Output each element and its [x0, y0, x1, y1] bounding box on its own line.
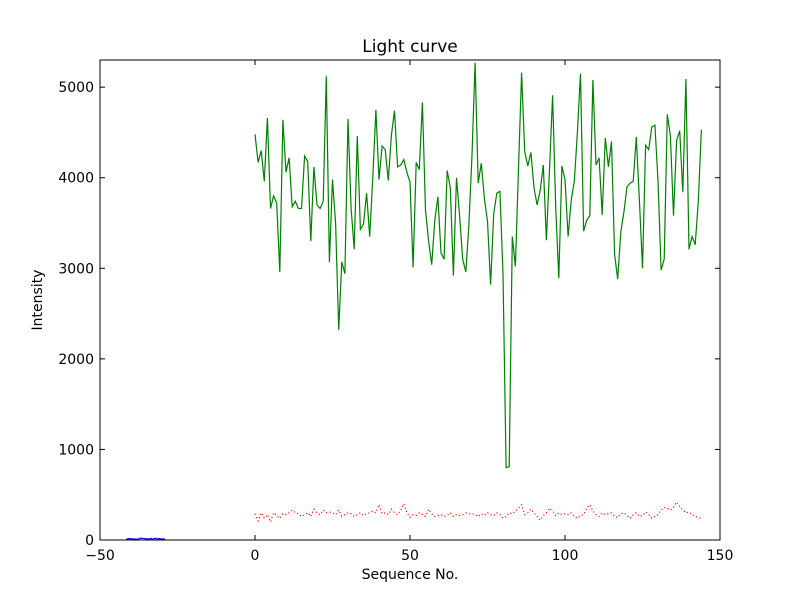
- x-tick-label: −50: [85, 548, 115, 564]
- x-axis-label: Sequence No.: [362, 567, 459, 583]
- y-tick-label: 5000: [58, 80, 94, 96]
- x-tick-label: 50: [401, 548, 419, 564]
- chart-title: Light curve: [362, 37, 457, 57]
- x-tick-label: 0: [251, 548, 260, 564]
- plot-area: [100, 60, 720, 540]
- series-line-1: [254, 62, 702, 469]
- x-tick-label: 150: [707, 548, 734, 564]
- series-layer: [126, 62, 702, 541]
- y-tick-label: 3000: [58, 261, 94, 277]
- y-tick-label: 0: [85, 533, 94, 549]
- y-tick-label: 1000: [58, 442, 94, 458]
- y-tick-label: 2000: [58, 352, 94, 368]
- series-line-3: [126, 537, 166, 541]
- y-axis-label: Intensity: [30, 270, 46, 331]
- y-tick-label: 4000: [58, 171, 94, 187]
- x-tick-label: 100: [552, 548, 579, 564]
